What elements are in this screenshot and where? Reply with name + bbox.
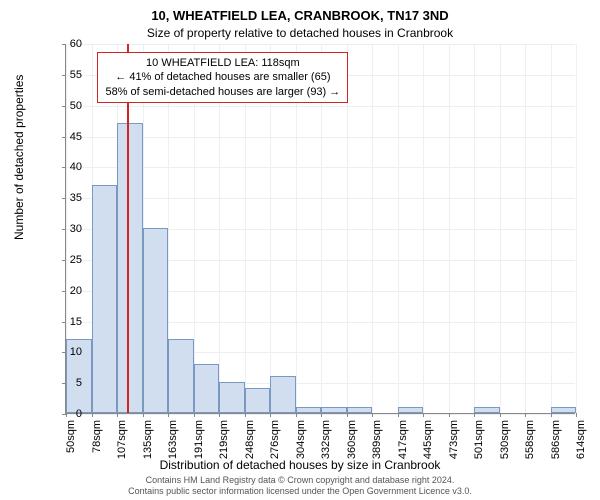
y-tick-label: 35 — [70, 192, 82, 204]
histogram-bar — [398, 407, 424, 413]
histogram-bar — [168, 339, 194, 413]
grid-line-vertical — [398, 44, 399, 413]
x-tick-mark — [321, 413, 322, 417]
x-axis-label: Distribution of detached houses by size … — [0, 458, 600, 472]
x-tick-label: 304sqm — [295, 420, 307, 460]
x-tick-label: 558sqm — [524, 420, 536, 460]
x-tick-mark — [117, 413, 118, 417]
x-tick-label: 276sqm — [269, 420, 281, 460]
y-tick-label: 25 — [70, 254, 82, 266]
histogram-bar — [321, 407, 347, 413]
title-main: 10, WHEATFIELD LEA, CRANBROOK, TN17 3ND — [0, 8, 600, 23]
x-tick-label: 360sqm — [346, 420, 358, 460]
x-tick-mark — [270, 413, 271, 417]
x-tick-label: 248sqm — [244, 420, 256, 460]
histogram-bar — [143, 228, 169, 413]
y-tick-label: 45 — [70, 131, 82, 143]
y-tick-label: 5 — [76, 377, 82, 389]
annotation-line-2: ← 41% of detached houses are smaller (65… — [105, 70, 340, 84]
footer-note: Contains HM Land Registry data © Crown c… — [0, 475, 600, 496]
grid-line-vertical — [525, 44, 526, 413]
x-tick-label: 163sqm — [167, 420, 179, 460]
x-tick-mark — [347, 413, 348, 417]
y-axis-label: Number of detached properties — [12, 75, 26, 240]
y-tick-label: 10 — [70, 346, 82, 358]
x-tick-mark — [500, 413, 501, 417]
x-tick-label: 219sqm — [218, 420, 230, 460]
x-tick-mark — [423, 413, 424, 417]
x-tick-label: 473sqm — [448, 420, 460, 460]
y-tick-label: 15 — [70, 316, 82, 328]
y-tick-label: 20 — [70, 285, 82, 297]
x-tick-mark — [245, 413, 246, 417]
histogram-bar — [551, 407, 577, 413]
grid-line-vertical — [576, 44, 577, 413]
histogram-bar — [347, 407, 373, 413]
x-tick-label: 332sqm — [320, 420, 332, 460]
x-tick-label: 135sqm — [142, 420, 154, 460]
y-tick-label: 60 — [70, 38, 82, 50]
grid-line-vertical — [423, 44, 424, 413]
annotation-line-1: 10 WHEATFIELD LEA: 118sqm — [105, 56, 340, 70]
histogram-bar — [219, 382, 245, 413]
x-tick-mark — [296, 413, 297, 417]
x-tick-label: 614sqm — [575, 420, 587, 460]
x-tick-mark — [398, 413, 399, 417]
y-tick-label: 50 — [70, 100, 82, 112]
x-tick-mark — [576, 413, 577, 417]
x-tick-mark — [219, 413, 220, 417]
histogram-bar — [474, 407, 500, 413]
grid-line-vertical — [372, 44, 373, 413]
x-tick-label: 530sqm — [499, 420, 511, 460]
x-tick-label: 389sqm — [371, 420, 383, 460]
x-tick-mark — [449, 413, 450, 417]
x-tick-mark — [372, 413, 373, 417]
x-tick-label: 586sqm — [550, 420, 562, 460]
histogram-bar — [296, 407, 322, 413]
grid-line-vertical — [551, 44, 552, 413]
histogram-bar — [117, 123, 143, 413]
y-tick-label: 30 — [70, 223, 82, 235]
grid-line-vertical — [500, 44, 501, 413]
histogram-bar — [92, 185, 118, 413]
x-tick-label: 501sqm — [473, 420, 485, 460]
x-tick-mark — [92, 413, 93, 417]
x-tick-label: 191sqm — [193, 420, 205, 460]
y-tick-label: 0 — [76, 408, 82, 420]
annotation-box: 10 WHEATFIELD LEA: 118sqm ← 41% of detac… — [97, 52, 348, 103]
footer-line-1: Contains HM Land Registry data © Crown c… — [0, 475, 600, 485]
x-tick-mark — [143, 413, 144, 417]
plot-area: 10 WHEATFIELD LEA: 118sqm ← 41% of detac… — [65, 44, 575, 414]
x-tick-label: 50sqm — [65, 420, 77, 460]
x-tick-label: 445sqm — [422, 420, 434, 460]
x-tick-mark — [168, 413, 169, 417]
x-tick-label: 78sqm — [91, 420, 103, 460]
x-tick-mark — [525, 413, 526, 417]
y-tick-label: 55 — [70, 69, 82, 81]
histogram-bar — [245, 388, 271, 413]
grid-line-vertical — [449, 44, 450, 413]
title-subtitle: Size of property relative to detached ho… — [0, 26, 600, 40]
annotation-line-3: 58% of semi-detached houses are larger (… — [105, 85, 340, 99]
footer-line-2: Contains public sector information licen… — [0, 486, 600, 496]
x-tick-mark — [66, 413, 67, 417]
x-tick-mark — [194, 413, 195, 417]
histogram-bar — [194, 364, 220, 413]
grid-line-vertical — [474, 44, 475, 413]
x-tick-mark — [474, 413, 475, 417]
x-tick-mark — [551, 413, 552, 417]
x-tick-label: 107sqm — [116, 420, 128, 460]
y-tick-label: 40 — [70, 161, 82, 173]
histogram-bar — [270, 376, 296, 413]
x-tick-label: 417sqm — [397, 420, 409, 460]
